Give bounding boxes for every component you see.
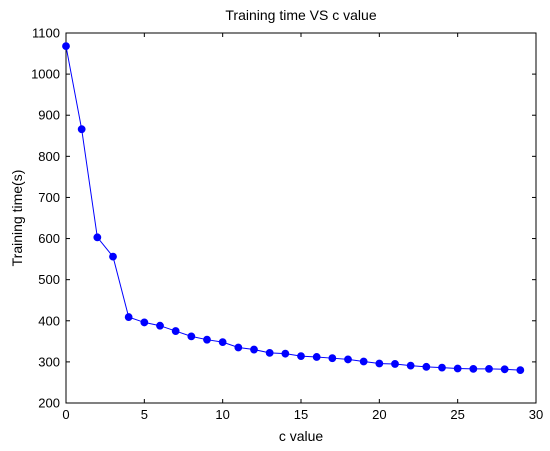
data-point [109, 252, 117, 261]
x-axis-label: c value [279, 428, 324, 444]
data-point [391, 360, 399, 368]
data-point [250, 345, 258, 354]
data-point [218, 338, 227, 347]
data-point [187, 332, 196, 341]
data-point [359, 357, 368, 366]
plot-area [65, 32, 537, 404]
data-point [124, 313, 133, 321]
y-axis-label: Training time(s) [9, 170, 25, 267]
y-axis: 200 300 400 500 600 700 800 900 1000 1100 [31, 26, 536, 411]
data-point [77, 125, 86, 134]
data-point [438, 363, 446, 372]
data-point [344, 355, 352, 364]
data-point [328, 354, 337, 363]
data-point [265, 348, 274, 357]
x-tick-label: 20 [372, 407, 386, 422]
data-point [469, 364, 478, 373]
data-point [171, 327, 180, 335]
y-tick-label: 400 [38, 313, 60, 328]
y-tick-label: 900 [38, 108, 60, 123]
data-point [140, 318, 149, 327]
y-tick-label: 1000 [31, 67, 60, 82]
x-tick-label: 25 [450, 407, 464, 422]
data-point [156, 321, 164, 330]
data-point [422, 362, 431, 371]
data-point [62, 42, 70, 51]
data-point [406, 361, 415, 370]
x-tick-label: 0 [62, 407, 69, 422]
data-point [203, 335, 211, 344]
chart-title: Training time VS c value [225, 7, 376, 23]
data-point [453, 364, 462, 373]
y-tick-label: 600 [38, 231, 60, 246]
data-point [281, 349, 290, 358]
data-point [297, 352, 305, 361]
series-layer [62, 42, 525, 375]
y-tick-label: 700 [38, 190, 60, 205]
x-axis: 0 5 10 15 20 25 30 [62, 33, 543, 422]
y-tick-label: 300 [38, 354, 60, 369]
data-point [312, 353, 321, 361]
y-tick-label: 800 [38, 149, 60, 164]
data-point [516, 366, 525, 375]
x-tick-label: 10 [215, 407, 229, 422]
data-point [234, 343, 243, 352]
data-point [93, 233, 102, 242]
x-tick-label: 5 [141, 407, 148, 422]
x-tick-label: 15 [294, 407, 308, 422]
y-tick-label: 200 [38, 396, 60, 411]
data-point [500, 365, 509, 374]
y-tick-label: 1100 [32, 26, 60, 41]
data-point [375, 359, 384, 368]
data-point [485, 364, 493, 373]
x-tick-label: 30 [529, 407, 543, 422]
y-tick-label: 500 [38, 272, 60, 287]
